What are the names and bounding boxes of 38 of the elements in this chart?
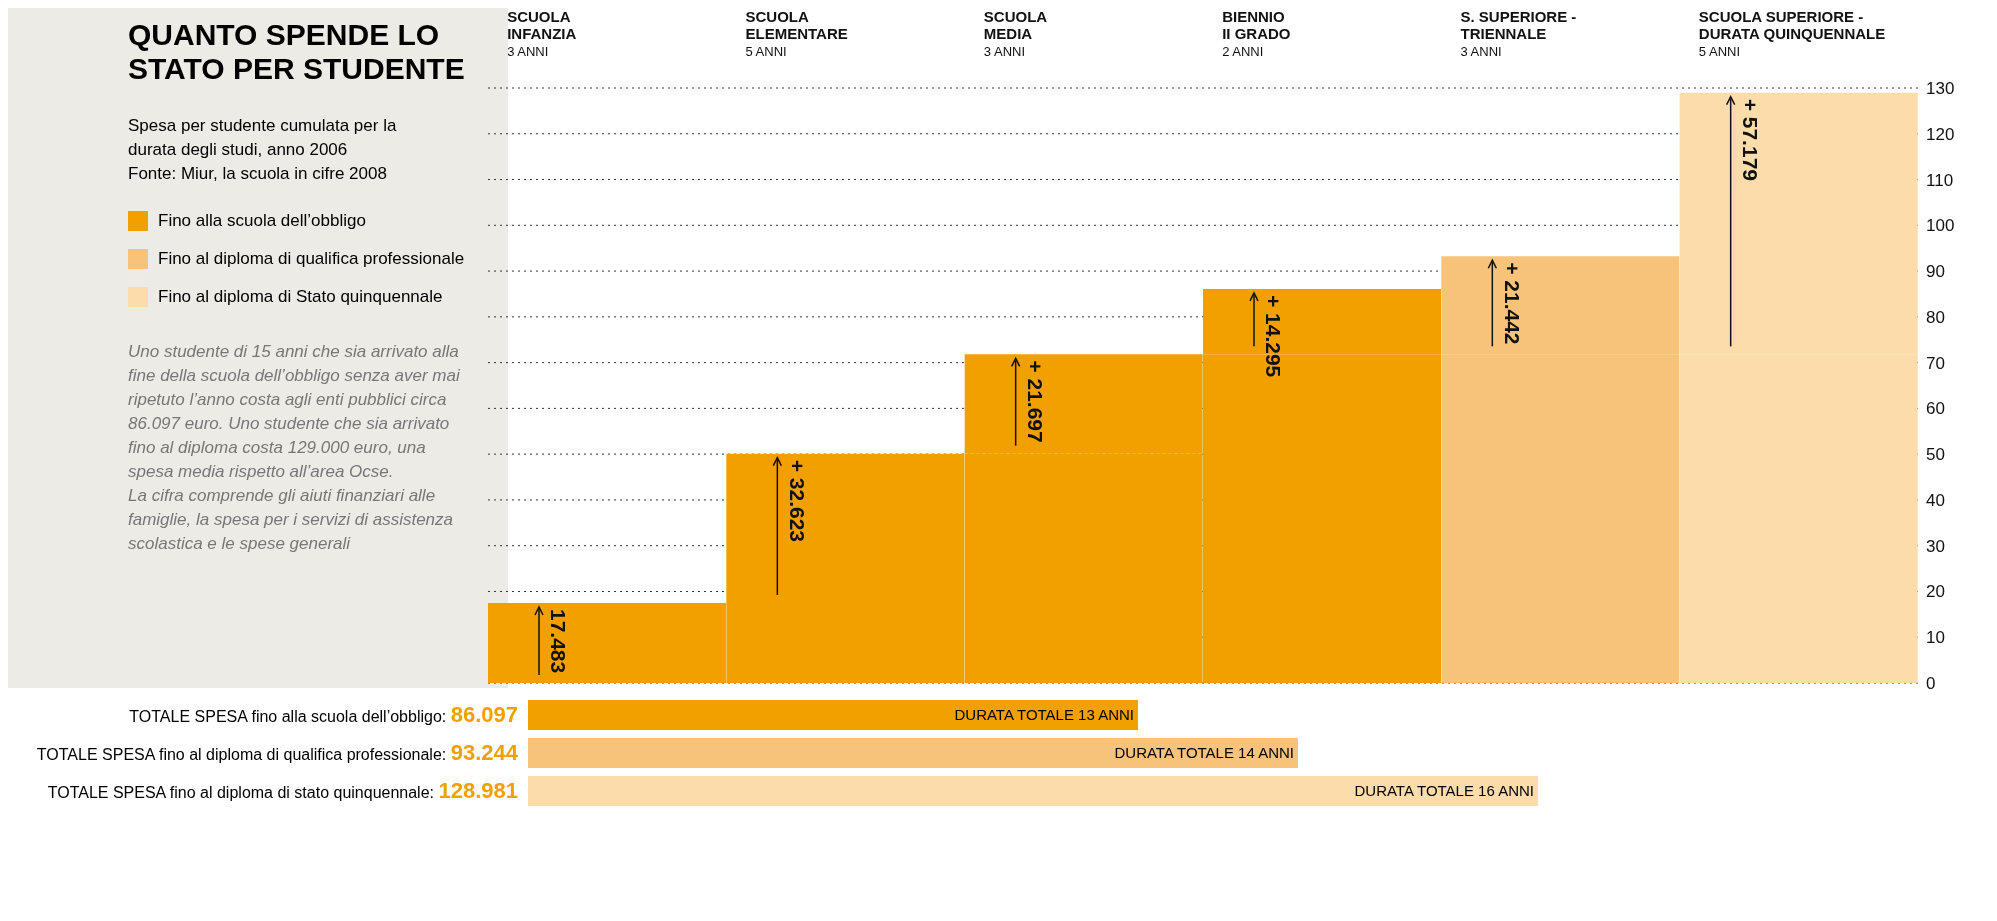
legend-label: Fino al diploma di qualifica professionale	[157, 248, 466, 270]
legend-label: Fino alla scuola dell’obbligo	[157, 210, 367, 232]
legend-label: Fino al diploma di Stato quinquennale	[157, 286, 444, 308]
text: TOTALE SPESA fino alla scuola dell’obbligo: 86.097	[129, 701, 518, 729]
text: Uno studente di 15 anni che sia arrivato alla fine della scuola dell’obbligo senza aver mai ripetuto l’anno costa agli enti pubblici circa 86.097 euro. Uno studente che sia arrivato fino al diploma costa 129.000 euro, una spesa media rispetto all’area Ocse. La cifra comprende gli aiuti finanziari alle famiglie, la spesa per i servizi di assistenza scolastica e le spese generali	[128, 342, 460, 553]
x-tick-label: S. SUPERIORE - TRIENNALE 3 ANNI	[1460, 8, 1577, 59]
data-label: + 21.442	[1500, 262, 1524, 345]
text: DURATA TOTALE 16 ANNI	[1354, 781, 1534, 801]
data-label: 17.483	[547, 608, 571, 674]
y-tick-label: 10	[1926, 628, 1945, 648]
y-tick-label: 30	[1926, 536, 1945, 556]
data-label: + 57.179	[1739, 98, 1763, 181]
y-tick-label: 20	[1926, 582, 1945, 602]
y-tick-label: 50	[1926, 445, 1945, 465]
x-tick-label: SCUOLA INFANZIA 3 ANNI	[507, 8, 577, 59]
y-tick-label: 110	[1926, 170, 1954, 190]
data-label: + 32.623	[785, 459, 809, 543]
text: TOTALE SPESA fino al diploma di qualifica professionale: 93.244	[36, 739, 518, 767]
y-tick-label: 90	[1926, 262, 1945, 282]
y-tick-label: 80	[1926, 307, 1945, 327]
x-tick-label: SCUOLA SUPERIORE - DURATA QUINQUENNALE 5 ANNI	[1698, 8, 1886, 59]
text: TOTALE SPESA fino al diploma di stato quinquennale: 128.981	[47, 777, 518, 805]
chart-title: QUANTO SPENDE LO STATO PER STUDENTE	[128, 18, 466, 86]
x-tick-label: SCUOLA MEDIA 3 ANNI	[983, 8, 1048, 59]
data-label: + 14.295	[1262, 294, 1286, 378]
text: DURATA TOTALE 13 ANNI	[954, 705, 1134, 725]
y-tick-label: 60	[1926, 399, 1945, 419]
y-tick-label: 100	[1926, 216, 1955, 236]
data-label: + 21.697	[1024, 360, 1048, 443]
text: Spesa per studente cumulata per la durata degli studi, anno 2006 Fonte: Miur, la scuola in cifre 2008	[128, 115, 398, 185]
y-tick-label: 40	[1926, 490, 1945, 510]
y-tick-label: 130	[1926, 79, 1955, 99]
y-tick-label: 120	[1926, 124, 1955, 144]
text: DURATA TOTALE 14 ANNI	[1114, 743, 1294, 763]
x-tick-label: BIENNIO II GRADO 2 ANNI	[1222, 8, 1291, 59]
x-tick-label: SCUOLA ELEMENTARE 5 ANNI	[745, 8, 848, 59]
y-tick-label: 70	[1926, 353, 1945, 373]
y-tick-label: 0	[1926, 674, 1936, 694]
